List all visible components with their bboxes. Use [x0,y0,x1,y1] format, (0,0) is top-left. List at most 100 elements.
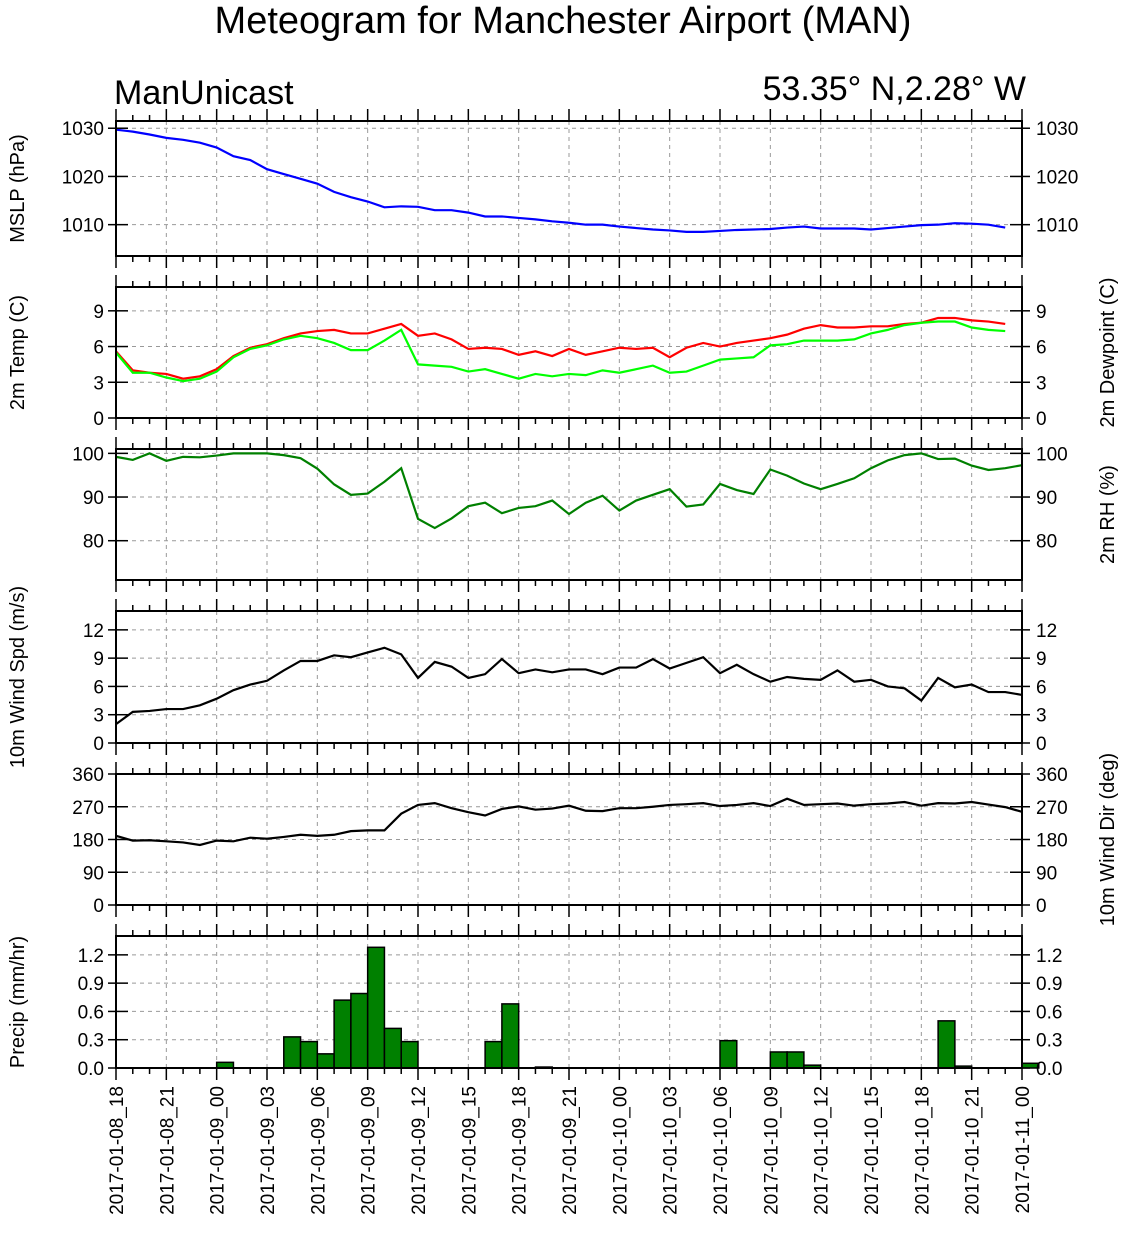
y-tick-label-right: 9 [1036,302,1047,323]
y-tick-label-right: 12 [1036,621,1057,642]
y-tick-label-right: 1030 [1036,119,1078,140]
y-axis-label-right: 2m RH (%) [1097,465,1119,564]
y-tick-label-left: 1010 [62,216,104,237]
x-tick-label: 2017-01-09_00 [208,1086,229,1215]
y-tick-label-right: 100 [1036,444,1068,465]
y-tick-label-left: 0 [93,409,104,430]
series-line-4-0 [115,797,1023,847]
x-tick-label: 2017-01-10_00 [610,1086,631,1215]
chart-subtitle-left: ManUnicast [114,74,294,112]
precip-bar [937,1020,956,1069]
y-tick-label-right: 360 [1036,765,1068,786]
y-tick-label-left: 0.6 [78,1002,104,1023]
precip-bar [484,1040,503,1069]
y-tick-label-left: 0.9 [78,974,104,995]
precip-bar [383,1027,402,1069]
y-tick-label-left: 360 [72,765,104,786]
precip-bar [283,1036,302,1069]
y-tick-label-left: 3 [93,706,104,727]
x-tick-label: 2017-01-10_15 [862,1086,883,1215]
precip-bar [400,1040,419,1069]
precip-bar [299,1040,319,1069]
y-tick-label-left: 6 [93,677,104,698]
y-tick-label-left: 9 [93,302,104,323]
y-tick-label-left: 180 [72,831,104,852]
precip-bar [333,999,352,1069]
x-tick-label: 2017-01-09_12 [409,1086,430,1215]
chart-subtitle-right: 53.35° N,2.28° W [762,70,1026,108]
precip-bar [366,946,386,1069]
y-axis-label-left: Precip (mm/hr) [7,936,29,1068]
y-tick-label-right: 1.2 [1036,946,1062,967]
precip-bar [501,1003,520,1069]
y-tick-label-right: 270 [1036,798,1068,819]
y-tick-label-right: 3 [1036,706,1047,727]
series-line-3-0 [115,646,1023,726]
y-tick-label-left: 270 [72,798,104,819]
y-tick-label-left: 1.2 [78,946,104,967]
y-tick-label-right: 3 [1036,373,1047,394]
y-tick-label-right: 9 [1036,649,1047,670]
precip-bar [786,1051,805,1069]
y-tick-label-left: 80 [83,532,104,553]
y-tick-label-left: 90 [83,488,104,509]
y-tick-label-right: 6 [1036,677,1047,698]
y-tick-label-right: 180 [1036,831,1068,852]
x-tick-label: 2017-01-10_03 [661,1086,682,1215]
x-tick-label: 2017-01-10_21 [963,1086,984,1215]
x-tick-label: 2017-01-10_06 [711,1086,732,1215]
y-tick-label-left: 12 [83,621,104,642]
series-line-0-0 [115,128,1006,233]
y-tick-label-right: 0.0 [1036,1059,1062,1080]
y-tick-label-right: 90 [1036,863,1057,884]
y-tick-label-left: 9 [93,649,104,670]
y-tick-label-left: 1030 [62,119,104,140]
y-tick-label-right: 0 [1036,409,1047,430]
y-axis-label-right: 10m Wind Dir (deg) [1097,753,1119,926]
y-tick-label-left: 100 [72,444,104,465]
y-tick-label-right: 6 [1036,338,1047,359]
y-tick-label-right: 0 [1036,734,1047,755]
y-tick-label-left: 3 [93,373,104,394]
series-line-2-0 [115,452,1023,530]
y-tick-label-left: 0.3 [78,1031,104,1052]
precip-bar [316,1053,335,1069]
y-axis-label-left: 2m Temp (C) [7,295,29,410]
x-tick-label: 2017-01-08_18 [107,1086,128,1215]
y-tick-label-right: 1010 [1036,216,1078,237]
y-tick-label-right: 90 [1036,488,1057,509]
y-tick-label-right: 1020 [1036,167,1078,188]
y-tick-label-right: 0.3 [1036,1031,1062,1052]
y-tick-label-right: 80 [1036,532,1057,553]
x-tick-label: 2017-01-09_03 [258,1086,279,1215]
y-tick-label-left: 1020 [62,167,104,188]
y-tick-label-left: 0 [93,896,104,917]
x-tick-label: 2017-01-11_00 [1013,1086,1034,1213]
x-tick-label: 2017-01-09_21 [560,1086,581,1215]
y-axis-label-left: 10m Wind Spd (m/s) [7,586,29,768]
precip-bar [350,992,369,1069]
y-tick-label-left: 6 [93,338,104,359]
series-line-1-0 [115,316,1006,380]
x-tick-label: 2017-01-09_15 [459,1086,480,1215]
y-tick-label-right: 0.9 [1036,974,1062,995]
x-tick-label: 2017-01-09_09 [359,1086,380,1215]
y-tick-label-left: 90 [83,863,104,884]
x-tick-label: 2017-01-10_18 [912,1086,933,1215]
y-axis-label-left: MSLP (hPa) [7,134,29,243]
x-tick-label: 2017-01-09_06 [308,1086,329,1215]
y-tick-label-right: 0.6 [1036,1002,1062,1023]
x-tick-label: 2017-01-08_21 [157,1086,178,1215]
y-axis-label-right: 2m Dewpoint (C) [1097,277,1119,427]
x-tick-label: 2017-01-09_18 [510,1086,531,1215]
chart-title: Meteogram for Manchester Airport (MAN) [214,0,912,42]
series-line-1-1 [115,320,1006,383]
x-tick-label: 2017-01-10_12 [812,1086,833,1215]
precip-bar [769,1051,788,1069]
x-tick-label: 2017-01-10_09 [761,1086,782,1215]
precip-bar [719,1039,738,1069]
y-tick-label-left: 0 [93,734,104,755]
y-tick-label-left: 0.0 [78,1059,104,1080]
y-tick-label-right: 0 [1036,896,1047,917]
